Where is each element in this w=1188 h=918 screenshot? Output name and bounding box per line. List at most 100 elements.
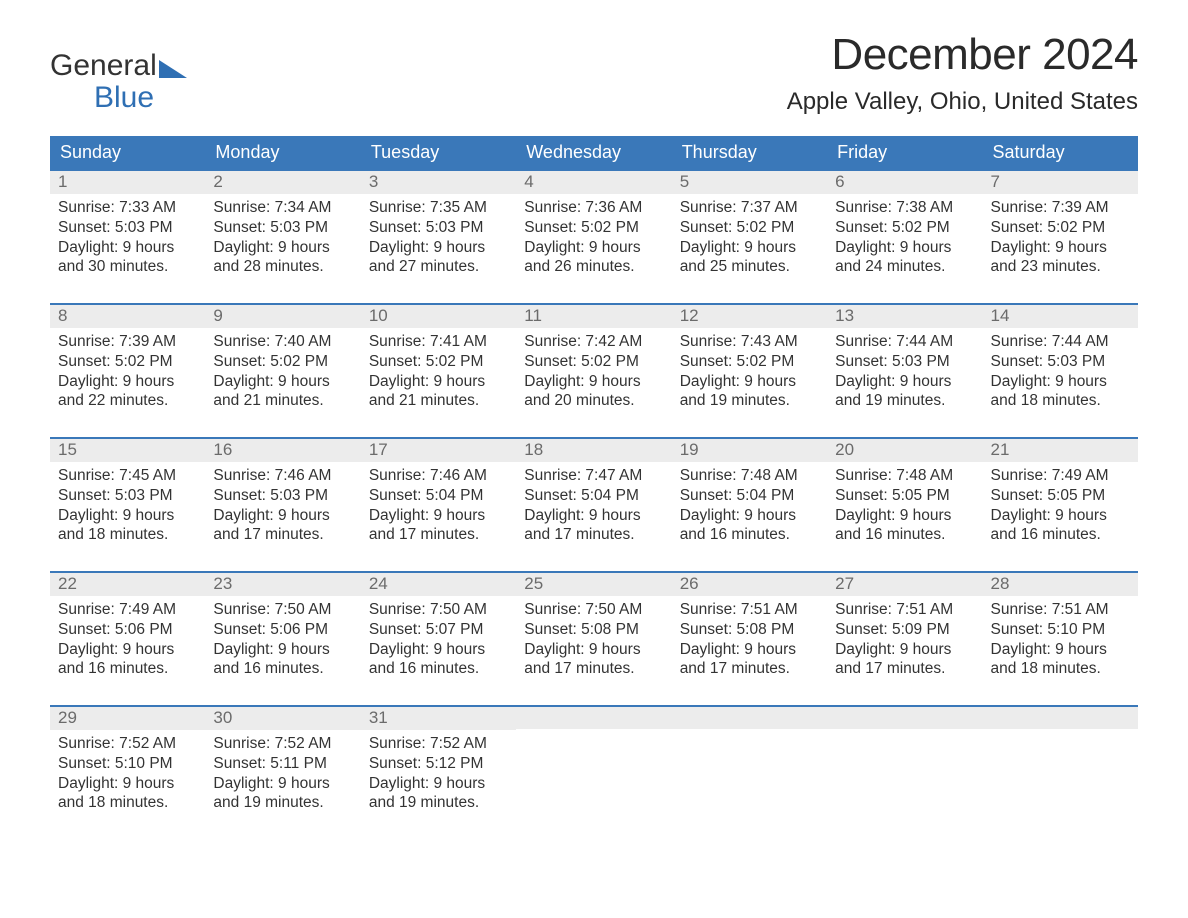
sunrise-text: Sunrise: 7:34 AM <box>213 198 352 218</box>
day1-text: Daylight: 9 hours <box>991 506 1130 526</box>
date-number: 22 <box>50 573 205 596</box>
cell-body: Sunrise: 7:48 AMSunset: 5:04 PMDaylight:… <box>672 462 827 549</box>
weekday-header: Thursday <box>672 136 827 169</box>
date-number <box>827 707 982 729</box>
sunset-text: Sunset: 5:02 PM <box>524 352 663 372</box>
logo-triangle-icon <box>159 60 187 78</box>
date-number: 10 <box>361 305 516 328</box>
date-number: 2 <box>205 171 360 194</box>
calendar-week: 15Sunrise: 7:45 AMSunset: 5:03 PMDayligh… <box>50 437 1138 557</box>
weekday-header-row: SundayMondayTuesdayWednesdayThursdayFrid… <box>50 136 1138 169</box>
day1-text: Daylight: 9 hours <box>991 238 1130 258</box>
sunset-text: Sunset: 5:02 PM <box>524 218 663 238</box>
date-number: 11 <box>516 305 671 328</box>
day1-text: Daylight: 9 hours <box>369 238 508 258</box>
calendar-week: 22Sunrise: 7:49 AMSunset: 5:06 PMDayligh… <box>50 571 1138 691</box>
calendar-cell: 15Sunrise: 7:45 AMSunset: 5:03 PMDayligh… <box>50 439 205 557</box>
sunset-text: Sunset: 5:03 PM <box>835 352 974 372</box>
cell-body: Sunrise: 7:35 AMSunset: 5:03 PMDaylight:… <box>361 194 516 281</box>
day2-text: and 19 minutes. <box>369 793 508 813</box>
date-number: 28 <box>983 573 1138 596</box>
date-number: 29 <box>50 707 205 730</box>
date-number: 24 <box>361 573 516 596</box>
calendar-cell: 14Sunrise: 7:44 AMSunset: 5:03 PMDayligh… <box>983 305 1138 423</box>
day1-text: Daylight: 9 hours <box>835 640 974 660</box>
sunrise-text: Sunrise: 7:49 AM <box>991 466 1130 486</box>
month-title: December 2024 <box>787 30 1138 80</box>
sunset-text: Sunset: 5:04 PM <box>369 486 508 506</box>
calendar-cell: 26Sunrise: 7:51 AMSunset: 5:08 PMDayligh… <box>672 573 827 691</box>
sunset-text: Sunset: 5:03 PM <box>58 486 197 506</box>
calendar-cell: 21 Sunrise: 7:49 AMSunset: 5:05 PMDayligh… <box>983 439 1138 557</box>
sunset-text: Sunset: 5:11 PM <box>213 754 352 774</box>
calendar-cell-empty <box>827 707 982 825</box>
cell-body: Sunrise: 7:33 AMSunset: 5:03 PMDaylight:… <box>50 194 205 281</box>
day2-text: and 17 minutes. <box>835 659 974 679</box>
calendar-cell: 6Sunrise: 7:38 AMSunset: 5:02 PMDaylight… <box>827 171 982 289</box>
sunrise-text: Sunrise: 7:52 AM <box>213 734 352 754</box>
day2-text: and 26 minutes. <box>524 257 663 277</box>
calendar-cell: 3Sunrise: 7:35 AMSunset: 5:03 PMDaylight… <box>361 171 516 289</box>
day2-text: and 17 minutes. <box>524 525 663 545</box>
sunrise-text: Sunrise: 7:39 AM <box>991 198 1130 218</box>
sunrise-text: Sunrise: 7:51 AM <box>680 600 819 620</box>
cell-body: Sunrise: 7:52 AMSunset: 5:12 PMDaylight:… <box>361 730 516 817</box>
date-number: 27 <box>827 573 982 596</box>
cell-body: Sunrise: 7:38 AMSunset: 5:02 PMDaylight:… <box>827 194 982 281</box>
cell-body: Sunrise: 7:46 AMSunset: 5:03 PMDaylight:… <box>205 462 360 549</box>
cell-body: Sunrise: 7:50 AMSunset: 5:06 PMDaylight:… <box>205 596 360 683</box>
logo-word-1: General <box>50 50 157 82</box>
sunset-text: Sunset: 5:04 PM <box>524 486 663 506</box>
sunrise-text: Sunrise: 7:52 AM <box>58 734 197 754</box>
day2-text: and 16 minutes. <box>213 659 352 679</box>
sunrise-text: Sunrise: 7:50 AM <box>213 600 352 620</box>
day1-text: Daylight: 9 hours <box>58 238 197 258</box>
weekday-header: Tuesday <box>361 136 516 169</box>
sunrise-text: Sunrise: 7:42 AM <box>524 332 663 352</box>
day1-text: Daylight: 9 hours <box>680 640 819 660</box>
day2-text: and 17 minutes. <box>213 525 352 545</box>
calendar-cell: 8Sunrise: 7:39 AMSunset: 5:02 PMDaylight… <box>50 305 205 423</box>
logo-word-2: Blue <box>94 82 187 114</box>
calendar-cell: 28Sunrise: 7:51 AMSunset: 5:10 PMDayligh… <box>983 573 1138 691</box>
cell-body: Sunrise: 7:39 AMSunset: 5:02 PMDaylight:… <box>983 194 1138 281</box>
sunset-text: Sunset: 5:09 PM <box>835 620 974 640</box>
sunrise-text: Sunrise: 7:39 AM <box>58 332 197 352</box>
logo: General Blue <box>50 30 187 113</box>
date-number: 14 <box>983 305 1138 328</box>
sunset-text: Sunset: 5:05 PM <box>991 486 1130 506</box>
calendar-week: 29Sunrise: 7:52 AMSunset: 5:10 PMDayligh… <box>50 705 1138 825</box>
date-number: 15 <box>50 439 205 462</box>
sunset-text: Sunset: 5:03 PM <box>369 218 508 238</box>
cell-body: Sunrise: 7:50 AMSunset: 5:08 PMDaylight:… <box>516 596 671 683</box>
calendar-cell: 17Sunrise: 7:46 AMSunset: 5:04 PMDayligh… <box>361 439 516 557</box>
weekday-header: Saturday <box>983 136 1138 169</box>
title-block: December 2024 Apple Valley, Ohio, United… <box>787 30 1138 130</box>
location-text: Apple Valley, Ohio, United States <box>787 88 1138 116</box>
day2-text: and 18 minutes. <box>991 659 1130 679</box>
calendar-cell: 12Sunrise: 7:43 AMSunset: 5:02 PMDayligh… <box>672 305 827 423</box>
calendar-week: 1Sunrise: 7:33 AMSunset: 5:03 PMDaylight… <box>50 169 1138 289</box>
day1-text: Daylight: 9 hours <box>369 506 508 526</box>
weeks-container: 1Sunrise: 7:33 AMSunset: 5:03 PMDaylight… <box>50 169 1138 825</box>
weekday-header: Wednesday <box>516 136 671 169</box>
sunset-text: Sunset: 5:05 PM <box>835 486 974 506</box>
day2-text: and 19 minutes. <box>680 391 819 411</box>
cell-body: Sunrise: 7:40 AMSunset: 5:02 PMDaylight:… <box>205 328 360 415</box>
sunset-text: Sunset: 5:06 PM <box>58 620 197 640</box>
calendar-cell: 30Sunrise: 7:52 AMSunset: 5:11 PMDayligh… <box>205 707 360 825</box>
date-number: 21 <box>983 439 1138 462</box>
sunset-text: Sunset: 5:02 PM <box>58 352 197 372</box>
date-number: 19 <box>672 439 827 462</box>
cell-body: Sunrise: 7:43 AMSunset: 5:02 PMDaylight:… <box>672 328 827 415</box>
day1-text: Daylight: 9 hours <box>991 640 1130 660</box>
date-number: 30 <box>205 707 360 730</box>
cell-body: Sunrise: 7:52 AMSunset: 5:10 PMDaylight:… <box>50 730 205 817</box>
calendar-cell: 4Sunrise: 7:36 AMSunset: 5:02 PMDaylight… <box>516 171 671 289</box>
day1-text: Daylight: 9 hours <box>524 238 663 258</box>
calendar-cell-empty <box>516 707 671 825</box>
day1-text: Daylight: 9 hours <box>213 640 352 660</box>
date-number: 25 <box>516 573 671 596</box>
cell-body: Sunrise: 7:51 AMSunset: 5:10 PMDaylight:… <box>983 596 1138 683</box>
day2-text: and 30 minutes. <box>58 257 197 277</box>
